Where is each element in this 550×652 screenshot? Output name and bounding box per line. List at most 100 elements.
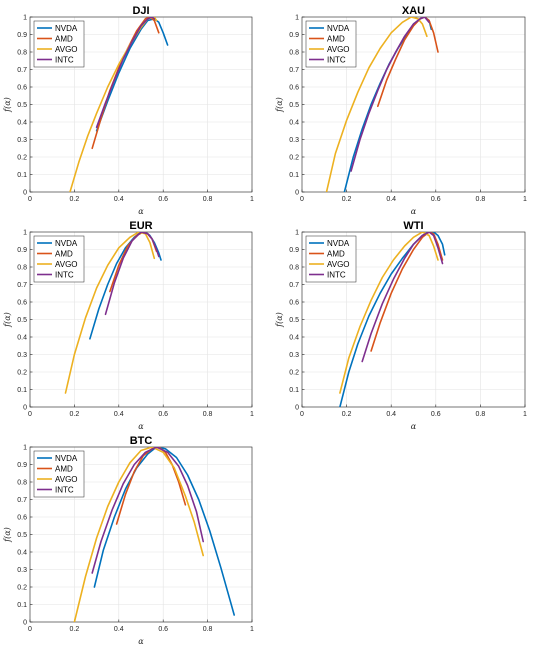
- y-tick-label: 0.6: [17, 85, 27, 92]
- x-tick-label: 0.4: [114, 196, 124, 203]
- y-axis-label: f(α): [3, 97, 12, 113]
- legend-label-avgo: AVGO: [55, 45, 78, 54]
- y-tick-label: 1: [23, 230, 27, 237]
- series-line-nvda: [93, 447, 235, 616]
- x-axis-label: α: [411, 207, 417, 216]
- x-tick-label: 1: [523, 411, 527, 418]
- series-line-intc: [91, 447, 204, 574]
- legend-label-nvda: NVDA: [327, 24, 350, 33]
- x-tick-label: 0.8: [203, 626, 213, 633]
- y-tick-label: 0.3: [289, 137, 299, 144]
- x-tick-label: 0.8: [476, 411, 486, 418]
- y-axis-label: f(α): [275, 312, 284, 328]
- x-tick-label: 0.6: [158, 411, 168, 418]
- y-tick-label: 0.8: [289, 265, 299, 272]
- y-tick-label: 0.9: [289, 247, 299, 254]
- x-tick-label: 0.8: [203, 411, 213, 418]
- x-tick-label: 0.2: [342, 196, 352, 203]
- x-tick-label: 0.6: [158, 626, 168, 633]
- series-line-intc: [350, 17, 430, 172]
- y-tick-label: 0.3: [17, 137, 27, 144]
- legend-label-intc: INTC: [327, 270, 346, 279]
- y-tick-label: 0.5: [289, 317, 299, 324]
- y-tick-label: 0.8: [17, 480, 27, 487]
- y-tick-label: 0.4: [289, 120, 299, 127]
- legend-label-nvda: NVDA: [55, 239, 78, 248]
- y-tick-label: 0.1: [289, 387, 299, 394]
- panel-xau: 0 0.2 0.4 0.6 0.8 1 0 0.1 0.2 0.3 0.4 0.5 0.6 0.7 0.8 0…: [275, 5, 527, 216]
- y-tick-label: 0.4: [289, 335, 299, 342]
- x-tick-label: 0.4: [114, 626, 124, 633]
- y-axis-label: f(α): [3, 527, 12, 543]
- legend-label-amd: AMD: [327, 249, 345, 258]
- y-tick-label: 1: [295, 15, 299, 22]
- series-line-nvda: [339, 232, 446, 407]
- y-tick-label: 0.2: [17, 370, 27, 377]
- chart-title: XAU: [402, 5, 425, 17]
- x-tick-label: 1: [250, 196, 254, 203]
- x-tick-label: 0.4: [386, 411, 396, 418]
- legend-label-nvda: NVDA: [55, 454, 78, 463]
- legend-label-nvda: NVDA: [55, 24, 78, 33]
- legend-label-intc: INTC: [55, 485, 74, 494]
- x-tick-label: 0: [28, 626, 32, 633]
- y-tick-label: 0.1: [17, 387, 27, 394]
- legend-label-intc: INTC: [55, 270, 74, 279]
- y-tick-label: 0.6: [17, 300, 27, 307]
- y-tick-label: 0.7: [17, 67, 27, 74]
- x-tick-label: 0: [28, 411, 32, 418]
- y-tick-label: 0.9: [17, 462, 27, 469]
- x-tick-label: 1: [250, 411, 254, 418]
- y-tick-label: 0: [23, 620, 27, 627]
- y-tick-label: 0.4: [17, 335, 27, 342]
- y-tick-label: 0.2: [17, 585, 27, 592]
- series-line-intc: [361, 232, 444, 363]
- legend-label-avgo: AVGO: [55, 475, 78, 484]
- x-tick-label: 0.8: [203, 196, 213, 203]
- y-tick-label: 1: [23, 15, 27, 22]
- y-tick-label: 0: [23, 190, 27, 197]
- y-tick-label: 0.3: [17, 567, 27, 574]
- y-tick-label: 0.4: [17, 550, 27, 557]
- y-tick-label: 0.7: [289, 282, 299, 289]
- y-tick-label: 0: [23, 405, 27, 412]
- x-tick-label: 0.2: [70, 196, 80, 203]
- y-tick-label: 0.6: [17, 515, 27, 522]
- x-tick-label: 1: [523, 196, 527, 203]
- y-tick-label: 0.5: [17, 317, 27, 324]
- y-tick-label: 0.2: [17, 155, 27, 162]
- legend-label-intc: INTC: [55, 55, 74, 64]
- y-axis-label: f(α): [3, 312, 12, 328]
- y-axis-label: f(α): [275, 97, 284, 113]
- x-tick-label: 0: [300, 411, 304, 418]
- chart-title: BTC: [130, 435, 153, 447]
- chart-title: DJI: [132, 5, 149, 17]
- panel-wti: 0 0.2 0.4 0.6 0.8 1 0 0.1 0.2 0.3 0.4 0.5 0.6 0.7 0.8 0…: [275, 220, 527, 431]
- y-tick-label: 0.2: [289, 155, 299, 162]
- y-tick-label: 0.6: [289, 300, 299, 307]
- legend-label-avgo: AVGO: [327, 260, 350, 269]
- series-line-avgo: [64, 232, 156, 394]
- x-tick-label: 0: [28, 196, 32, 203]
- y-tick-label: 0.8: [17, 50, 27, 57]
- series-line-nvda: [95, 17, 169, 132]
- y-tick-label: 0.7: [17, 282, 27, 289]
- x-tick-label: 0.8: [476, 196, 486, 203]
- series-line-avgo: [73, 447, 204, 622]
- panel-btc: 0 0.2 0.4 0.6 0.8 1 0 0.1 0.2 0.3 0.4 0.5 0.6 0.7 0.8 0…: [3, 435, 254, 646]
- y-tick-label: 0.9: [17, 247, 27, 254]
- legend-label-amd: AMD: [55, 464, 73, 473]
- y-tick-label: 0.4: [17, 120, 27, 127]
- x-tick-label: 0.6: [431, 411, 441, 418]
- x-tick-label: 0.6: [158, 196, 168, 203]
- x-axis-label: α: [411, 422, 417, 431]
- y-tick-label: 1: [295, 230, 299, 237]
- legend-label-avgo: AVGO: [55, 260, 78, 269]
- x-axis-label: α: [138, 207, 144, 216]
- y-tick-label: 0.7: [289, 67, 299, 74]
- x-tick-label: 0.2: [70, 411, 80, 418]
- y-tick-label: 0.5: [17, 102, 27, 109]
